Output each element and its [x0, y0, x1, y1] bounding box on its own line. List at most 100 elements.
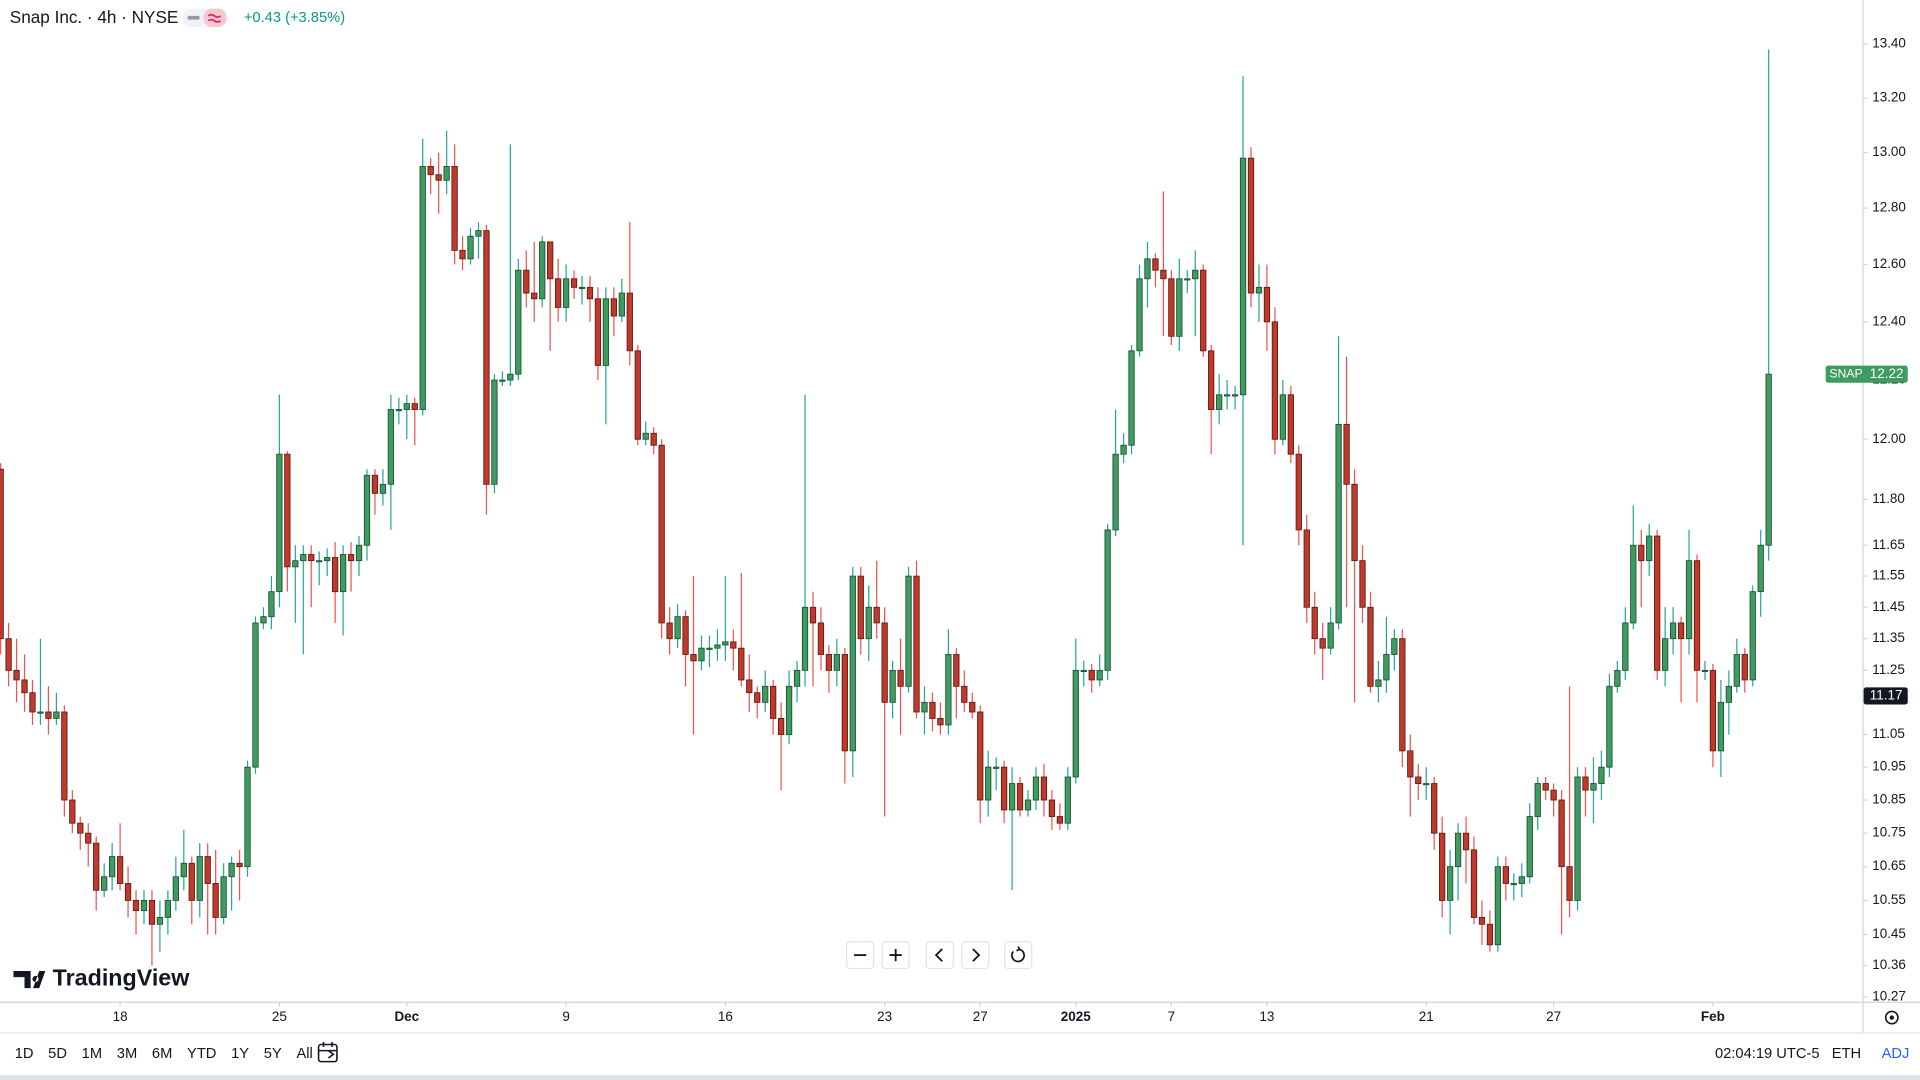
x-tick-label: 2025: [1061, 1009, 1091, 1024]
candle-body: [642, 432, 649, 440]
candle-body: [1088, 669, 1095, 681]
candle-body: [1582, 776, 1589, 791]
candle-body: [1247, 157, 1255, 294]
candle-body: [300, 554, 307, 562]
candle-body: [777, 718, 785, 736]
candle-body: [1677, 622, 1685, 640]
range-button[interactable]: YTD: [187, 1046, 216, 1062]
candle-body: [1351, 483, 1358, 562]
candle-body: [1311, 606, 1318, 640]
zoom-out[interactable]: [846, 941, 875, 970]
candle-body: [467, 235, 474, 260]
icon: [889, 948, 902, 962]
candle-body: [650, 432, 657, 446]
range-button[interactable]: 6M: [152, 1046, 172, 1062]
candle-body: [292, 560, 299, 568]
icon: [317, 1043, 338, 1063]
candle-body: [1335, 423, 1342, 624]
candle-body: [124, 883, 132, 901]
candle-body: [37, 711, 44, 714]
candle-body: [738, 647, 745, 681]
adjust-button[interactable]: ADJ: [1882, 1046, 1910, 1062]
candle-body: [634, 350, 641, 440]
candle-body: [913, 575, 920, 713]
candle-body: [228, 862, 235, 878]
toggle-icon: [207, 13, 222, 23]
candle-body: [1056, 816, 1064, 824]
range-button[interactable]: 5D: [48, 1046, 67, 1062]
date-range-picker[interactable]: [317, 1042, 338, 1063]
candle-body: [1614, 669, 1621, 687]
candle-body: [985, 766, 992, 801]
y-tick-label: 11.35: [1872, 630, 1905, 645]
candle-body: [578, 286, 586, 289]
y-tick-label: 11.25: [1872, 662, 1905, 677]
range-button[interactable]: 1D: [15, 1046, 34, 1062]
plot-area: [0, 49, 1772, 966]
candle-body: [746, 679, 753, 694]
candle-body: [1359, 560, 1366, 608]
candle-body: [1072, 669, 1079, 778]
y-tick-label: 10.27: [1872, 988, 1906, 1003]
candle-body: [5, 638, 12, 671]
settings[interactable]: [1884, 1010, 1899, 1025]
candle-body: [475, 230, 482, 237]
candle-body: [977, 711, 984, 801]
candle-body: [809, 606, 817, 624]
y-tick-label: 12.40: [1872, 313, 1906, 328]
icon: [1884, 1010, 1899, 1025]
candle-body: [339, 554, 347, 593]
candle-body: [276, 453, 283, 593]
candle-body: [666, 622, 673, 640]
price-change: +0.43 (+3.85%): [244, 10, 345, 26]
candle-body: [1399, 638, 1406, 752]
candle-body: [1096, 669, 1103, 681]
status-toggle[interactable]: [182, 8, 227, 27]
candle-body: [1669, 622, 1677, 640]
candle-body: [347, 554, 355, 562]
candle-body: [1271, 321, 1279, 440]
session-button[interactable]: ETH: [1832, 1046, 1861, 1062]
candle-body: [1112, 453, 1119, 531]
candle-body: [1216, 394, 1223, 410]
candle-body: [570, 278, 578, 288]
candle-body: [945, 654, 952, 726]
candle-body: [1574, 776, 1581, 901]
candle-body: [547, 241, 554, 280]
reset[interactable]: [1004, 941, 1033, 970]
candle-body: [586, 286, 594, 300]
candle-body: [1032, 776, 1040, 801]
candle-body: [1534, 783, 1541, 817]
candle-body: [690, 654, 697, 662]
candle-body: [427, 165, 434, 176]
scroll-left[interactable]: [925, 941, 954, 970]
candle-body: [825, 654, 833, 671]
range-button[interactable]: 5Y: [264, 1046, 282, 1062]
zoom-in[interactable]: [881, 941, 910, 970]
candle-body: [770, 685, 777, 719]
range-button[interactable]: All: [296, 1046, 312, 1062]
candle-body: [833, 654, 841, 671]
y-tick-label: 10.75: [1872, 825, 1906, 840]
candle-body: [1064, 776, 1071, 824]
range-button[interactable]: 1Y: [231, 1046, 249, 1062]
range-button[interactable]: 1M: [82, 1046, 102, 1062]
candle-body: [1685, 560, 1693, 640]
y-tick-label: 11.80: [1872, 491, 1905, 506]
candle-body: [1510, 883, 1517, 886]
candle-body: [21, 679, 28, 694]
y-tick-label: 12.00: [1872, 431, 1906, 446]
scroll-right[interactable]: [961, 941, 990, 970]
y-tick-label: 13.00: [1872, 144, 1906, 159]
chart-title: Snap Inc. · 4h · NYSE: [10, 7, 179, 27]
candle-body: [284, 453, 291, 568]
candle-body: [1693, 560, 1701, 671]
candle-body: [658, 444, 665, 624]
bottom-strip: [0, 1075, 1920, 1080]
candle-body: [1757, 544, 1764, 593]
candle-body: [1040, 776, 1048, 801]
candle-body: [1319, 638, 1326, 649]
candle-body: [116, 856, 124, 884]
range-button[interactable]: 3M: [117, 1046, 137, 1062]
